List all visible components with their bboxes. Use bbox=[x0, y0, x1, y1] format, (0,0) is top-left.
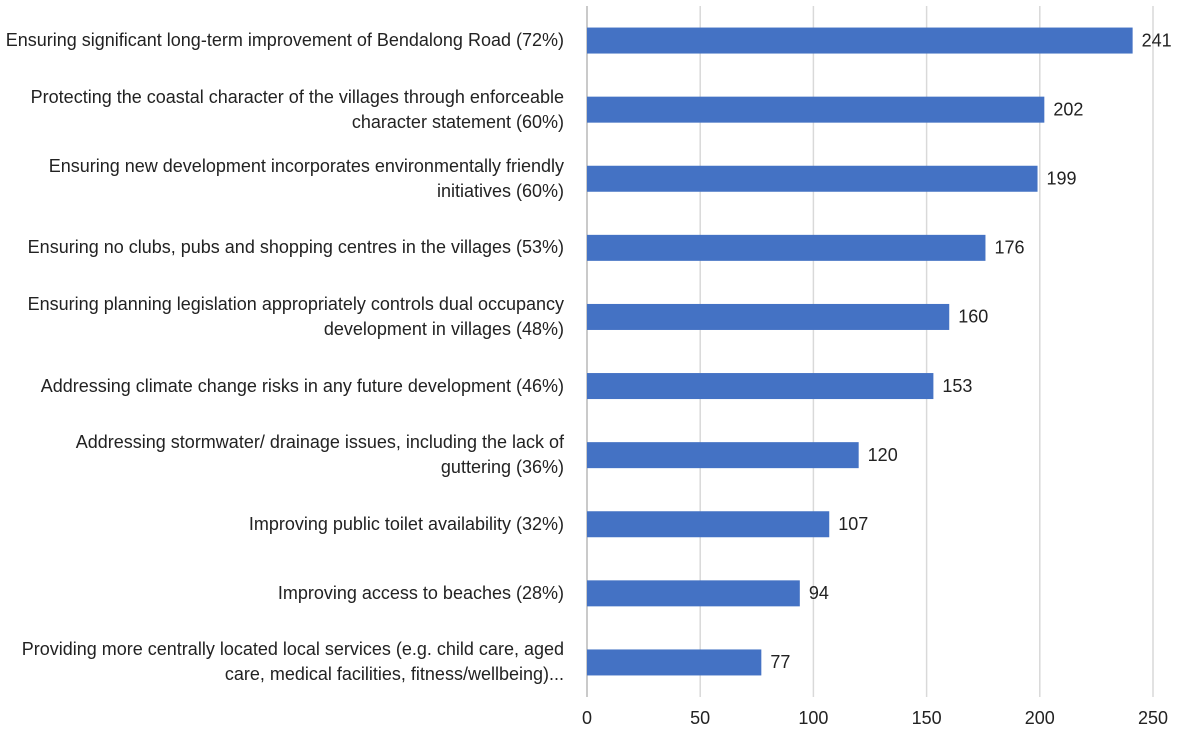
x-tick-label: 150 bbox=[912, 708, 942, 728]
bar bbox=[587, 27, 1133, 54]
data-label: 77 bbox=[770, 652, 790, 672]
data-label: 120 bbox=[868, 445, 898, 465]
y-tick-label: Providing more centrally located local s… bbox=[21, 639, 564, 685]
y-tick-label: Protecting the coastal character of the … bbox=[30, 86, 564, 132]
y-tick-label: Ensuring significant long-term improveme… bbox=[5, 30, 564, 51]
data-label: 202 bbox=[1053, 99, 1083, 119]
bar bbox=[587, 373, 934, 400]
data-label: 199 bbox=[1047, 169, 1077, 189]
data-label: 94 bbox=[809, 583, 829, 603]
y-tick-label: Ensuring planning legislation appropriat… bbox=[27, 293, 564, 339]
bar bbox=[587, 511, 830, 538]
bar bbox=[587, 580, 800, 607]
bar bbox=[587, 165, 1038, 192]
y-tick-label: Improving access to beaches (28%) bbox=[277, 582, 564, 603]
x-tick-label: 50 bbox=[690, 708, 710, 728]
bar bbox=[587, 649, 762, 676]
data-label: 107 bbox=[838, 514, 868, 534]
x-tick-label: 200 bbox=[1025, 708, 1055, 728]
data-label: 160 bbox=[958, 307, 988, 327]
data-label: 176 bbox=[994, 238, 1024, 258]
data-label: 241 bbox=[1142, 30, 1172, 50]
data-label: 153 bbox=[942, 376, 972, 396]
bar bbox=[587, 234, 986, 261]
y-tick-label: Ensuring no clubs, pubs and shopping cen… bbox=[27, 237, 564, 258]
x-tick-label: 100 bbox=[798, 708, 828, 728]
y-tick-label: Ensuring new development incorporates en… bbox=[48, 155, 564, 201]
bar bbox=[587, 442, 859, 469]
y-tick-label: Improving public toilet availability (32… bbox=[248, 513, 564, 534]
bar bbox=[587, 96, 1045, 123]
y-tick-label: Addressing climate change risks in any f… bbox=[40, 375, 564, 396]
y-tick-label: Addressing stormwater/ drainage issues, … bbox=[75, 432, 564, 478]
x-tick-label: 250 bbox=[1138, 708, 1168, 728]
bar bbox=[587, 303, 950, 330]
x-tick-label: 0 bbox=[582, 708, 592, 728]
